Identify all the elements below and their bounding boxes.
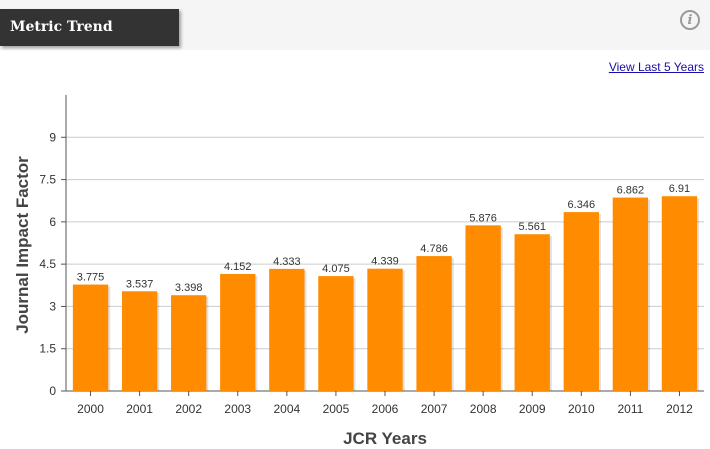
x-tick-label: 2003	[224, 402, 251, 416]
x-tick-label: 2011	[617, 402, 643, 416]
x-tick-label: 2006	[372, 402, 399, 416]
view-last-5-years-link[interactable]: View Last 5 Years	[608, 60, 704, 74]
bar	[220, 273, 256, 391]
bar-data-label: 5.561	[518, 221, 546, 233]
info-icon[interactable]: i	[680, 10, 700, 30]
y-tick-label: 7.5	[39, 173, 56, 187]
bar	[514, 234, 550, 391]
y-tick-label: 0	[49, 384, 56, 398]
bar-data-label: 4.333	[273, 256, 301, 268]
y-tick-label: 1.5	[39, 342, 56, 356]
x-tick-label: 2004	[273, 402, 300, 416]
panel-title: Metric Trend	[10, 19, 113, 35]
y-tick-label: 3	[49, 299, 56, 313]
bar	[612, 197, 649, 391]
x-tick-label: 2001	[126, 402, 153, 416]
bar	[318, 276, 354, 391]
bar-data-label: 3.398	[175, 282, 203, 294]
bar-data-label: 3.775	[77, 272, 105, 284]
bar	[269, 268, 305, 391]
x-tick-label: 2007	[421, 402, 448, 416]
x-axis-title: JCR Years	[343, 429, 427, 448]
bar	[465, 225, 501, 391]
bar-data-label: 5.876	[469, 212, 497, 224]
x-tick-label: 2012	[666, 402, 693, 416]
y-tick-label: 9	[49, 130, 56, 144]
bar-data-label: 4.152	[224, 261, 252, 273]
bar	[171, 295, 207, 391]
metric-trend-header: Metric Trend	[0, 9, 179, 46]
x-tick-label: 2009	[519, 402, 546, 416]
bar	[416, 256, 452, 391]
bar	[121, 291, 158, 391]
x-tick-label: 2005	[323, 402, 350, 416]
y-axis-title: Journal Impact Factor	[13, 156, 32, 334]
bar	[72, 284, 109, 391]
y-tick-label: 6	[49, 215, 56, 229]
x-tick-label: 2008	[470, 402, 497, 416]
x-tick-label: 2010	[568, 402, 595, 416]
x-tick-label: 2000	[77, 402, 104, 416]
bar-data-label: 4.786	[420, 243, 448, 255]
bar	[661, 196, 698, 391]
bar-data-label: 6.91	[669, 183, 690, 195]
bar-data-label: 6.862	[617, 185, 645, 197]
bar-data-label: 4.339	[371, 256, 399, 268]
bar	[367, 268, 403, 391]
x-tick-label: 2002	[175, 402, 202, 416]
bar-data-label: 3.537	[126, 278, 154, 290]
y-tick-label: 4.5	[39, 257, 56, 271]
bar	[563, 212, 599, 391]
bar-data-label: 4.075	[322, 263, 350, 275]
bar-data-label: 6.346	[568, 199, 596, 211]
